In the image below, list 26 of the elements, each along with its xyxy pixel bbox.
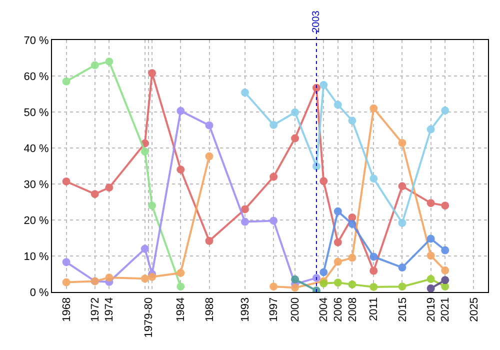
x-tick-label: 2004 bbox=[318, 297, 330, 322]
y-tick-label: 60 % bbox=[24, 70, 50, 83]
x-tick-label: 2021 bbox=[440, 297, 452, 322]
y-tick-label: 10 % bbox=[24, 250, 50, 263]
x-tick-label: 1972 bbox=[89, 297, 102, 322]
x-tick-label: 2019 bbox=[425, 297, 438, 322]
x-tick-label: 1968 bbox=[60, 297, 73, 322]
x-tick-label: 1974 bbox=[104, 297, 116, 322]
x-tick-label: 2008 bbox=[346, 297, 359, 322]
y-tick-label: 0 % bbox=[30, 286, 50, 299]
y-tick-label: 40 % bbox=[24, 142, 50, 155]
x-tick-label: 1984 bbox=[175, 297, 188, 322]
y-tick-label: 30 % bbox=[24, 178, 50, 191]
y-tick-label: 20 % bbox=[24, 214, 50, 227]
x-tick-label: 1988 bbox=[204, 297, 216, 322]
ref-line-label: 2003 bbox=[311, 10, 322, 33]
x-tick-label: 2006 bbox=[332, 297, 344, 322]
x-tick-label: 1993 bbox=[240, 297, 252, 322]
x-tick-label: 1997 bbox=[268, 297, 280, 322]
y-tick-label: 50 % bbox=[24, 106, 50, 119]
x-tick-label: 2011 bbox=[368, 297, 380, 322]
y-tick-label: 70 % bbox=[24, 34, 50, 47]
x-tick-label: 2015 bbox=[396, 297, 409, 322]
x-tick-label: 2000 bbox=[290, 297, 302, 322]
x-tick-label: 1979-80 bbox=[143, 297, 156, 338]
x-tick-label: 2025 bbox=[468, 297, 480, 322]
